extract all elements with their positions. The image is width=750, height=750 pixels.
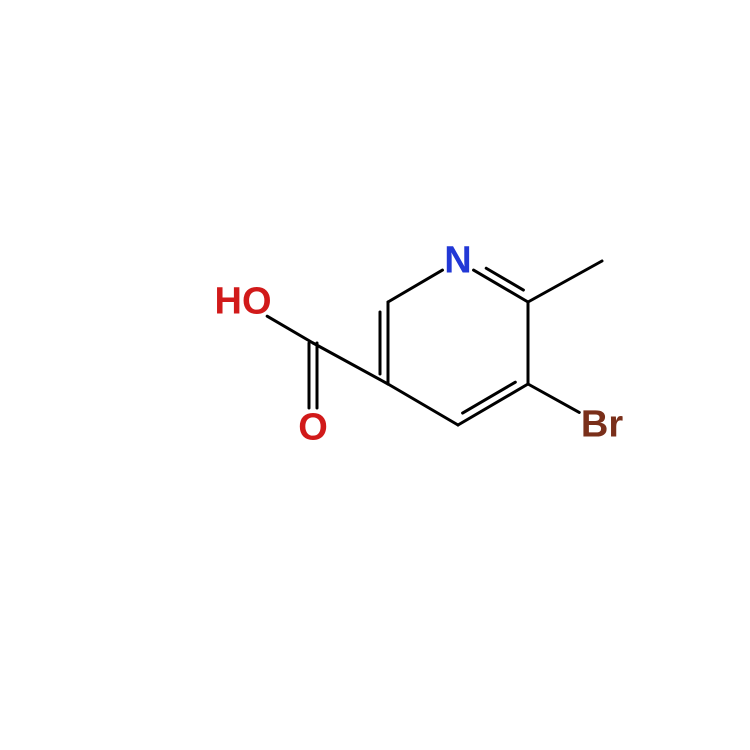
molecule-diagram: N Br O HO xyxy=(0,0,750,750)
atom-label-br: Br xyxy=(581,404,623,447)
atom-label-oh: HO xyxy=(215,281,272,324)
atom-label-n: N xyxy=(444,240,471,283)
atom-label-od: O xyxy=(298,407,328,450)
bonds-layer xyxy=(0,0,750,750)
